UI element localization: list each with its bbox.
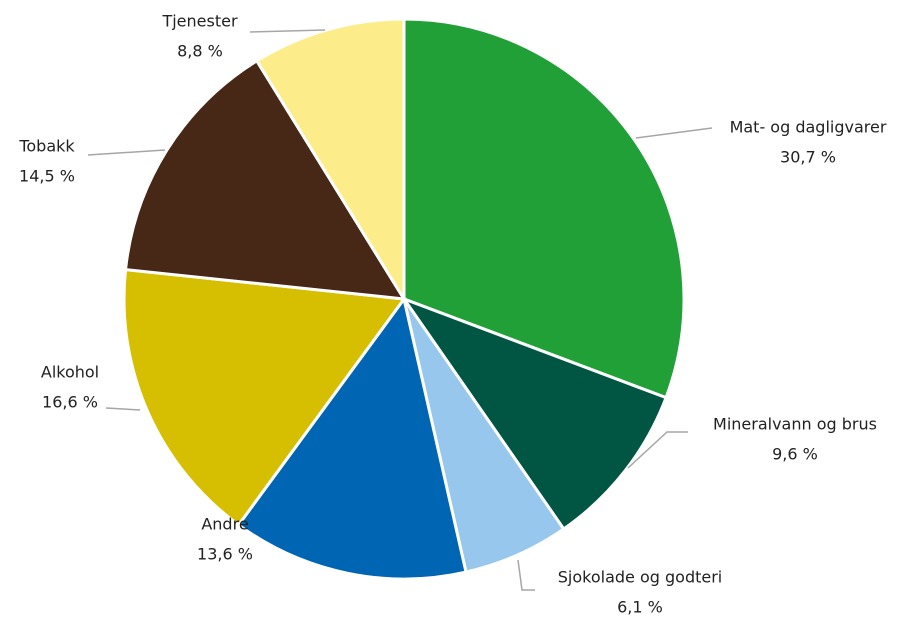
value-label: 13,6 %: [197, 545, 253, 564]
value-label: 8,8 %: [177, 42, 223, 61]
pie-slice: [402, 17, 686, 400]
leader-line: [249, 29, 326, 33]
value-label: 6,1 %: [617, 598, 663, 617]
pie-slice: [123, 58, 407, 301]
pie-slice: [254, 17, 406, 305]
leader-line: [627, 431, 688, 469]
slice-label: Sjokolade og godteri: [558, 568, 722, 587]
value-label: 14,5 %: [19, 167, 75, 186]
value-label: 16,6 %: [42, 393, 98, 412]
slice-label: Mat- og dagligvarer: [730, 118, 887, 137]
slice-label: Andre: [201, 515, 248, 534]
value-label: 9,6 %: [772, 445, 818, 464]
value-label: 30,7 %: [780, 148, 836, 167]
slice-label: Tjenester: [161, 12, 238, 31]
pie-slice: [236, 295, 468, 581]
slice-label: Tobakk: [18, 137, 75, 156]
slice-label: Alkohol: [41, 363, 99, 382]
slice-label: Mineralvann og brus: [713, 415, 877, 434]
pie-slice: [122, 267, 407, 527]
leader-line: [635, 127, 713, 139]
leader-line: [87, 149, 166, 156]
pie-slice: [400, 295, 668, 532]
leader-line: [517, 559, 535, 591]
leader-line: [105, 407, 141, 411]
